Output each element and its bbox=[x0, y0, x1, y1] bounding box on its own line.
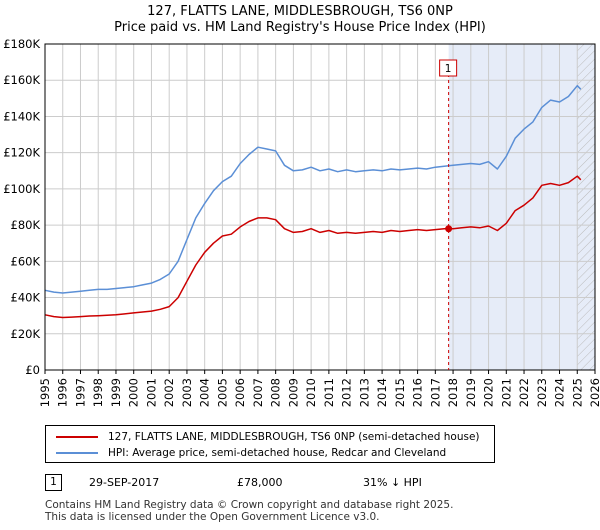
x-tick-label: 2017 bbox=[428, 378, 442, 407]
sale-hpi-diff: 31% ↓ HPI bbox=[363, 476, 422, 489]
series-line-property bbox=[44, 175, 582, 319]
sale-annotation-label: 1 bbox=[445, 63, 452, 75]
y-tick-label: £120K bbox=[3, 146, 40, 160]
x-tick-label: 2012 bbox=[340, 378, 354, 407]
x-tick-label: 2019 bbox=[464, 378, 478, 407]
x-tick-label: 2011 bbox=[322, 378, 336, 407]
legend-item-hpi: HPI: Average price, semi-detached house,… bbox=[56, 445, 446, 461]
x-tick-label: 2016 bbox=[411, 378, 425, 407]
plot-frame bbox=[44, 43, 596, 371]
y-tick-label: £160K bbox=[3, 73, 40, 87]
x-tick-label: 2004 bbox=[198, 378, 212, 407]
x-tick-label: 2025 bbox=[570, 378, 584, 407]
footer: Contains HM Land Registry data © Crown c… bbox=[45, 499, 453, 523]
y-tick-label: £0 bbox=[25, 363, 40, 377]
y-tick-label: £20K bbox=[11, 327, 41, 341]
y-tick-label: £60K bbox=[11, 254, 41, 268]
x-tick-label: 2002 bbox=[162, 378, 176, 407]
x-tick-label: 1997 bbox=[73, 378, 87, 407]
sale-annotation-box bbox=[439, 59, 458, 77]
footer-line-1: Contains HM Land Registry data © Crown c… bbox=[45, 499, 454, 511]
x-tick-label: 1995 bbox=[38, 378, 52, 407]
legend-swatch-property bbox=[56, 436, 98, 438]
y-tick-label: £140K bbox=[3, 109, 40, 123]
x-tick-label: 1998 bbox=[91, 378, 105, 407]
y-tick-label: £180K bbox=[3, 37, 40, 51]
x-tick-label: 2014 bbox=[375, 378, 389, 407]
x-tick-label: 2001 bbox=[144, 378, 158, 407]
chart-svg: £0 £20K £40K £60K £80K £100K £120K £140K £160K £1… bbox=[3, 37, 600, 407]
legend-item-property: 127, FLATTS LANE, MIDDLESBROUGH, TS6 0NP… bbox=[56, 429, 480, 445]
sale-date: 29-SEP-2017 bbox=[89, 476, 160, 489]
x-tick-label: 2008 bbox=[269, 378, 283, 407]
sale-price: £78,000 bbox=[237, 476, 283, 489]
y-tick-label: £100K bbox=[3, 182, 40, 196]
legend-label-hpi: HPI: Average price, semi-detached house,… bbox=[108, 447, 447, 459]
legend-swatch-hpi bbox=[56, 452, 98, 454]
x-tick-label: 2026 bbox=[588, 378, 600, 407]
sale-point bbox=[445, 225, 453, 233]
x-tick-label: 2024 bbox=[553, 378, 567, 407]
series-line-hpi bbox=[44, 84, 582, 294]
sale-marker: 1 bbox=[45, 474, 62, 491]
x-tick-label: 2018 bbox=[446, 378, 460, 407]
x-tick-label: 2009 bbox=[286, 378, 300, 407]
x-tick-label: 2023 bbox=[535, 378, 549, 407]
forecast-hatch bbox=[577, 44, 595, 370]
chart-subtitle: Price paid vs. HM Land Registry's House … bbox=[114, 20, 486, 35]
x-tick-label: 2015 bbox=[393, 378, 407, 407]
x-tick-label: 2010 bbox=[304, 378, 318, 407]
x-tick-label: 2022 bbox=[517, 378, 531, 407]
footer-line-2: This data is licensed under the Open Gov… bbox=[45, 511, 380, 523]
legend-label-property: 127, FLATTS LANE, MIDDLESBROUGH, TS6 0NP… bbox=[108, 431, 480, 443]
chart-title: 127, FLATTS LANE, MIDDLESBROUGH, TS6 0NP bbox=[147, 4, 453, 19]
x-tick-label: 2013 bbox=[357, 378, 371, 407]
x-tick-label: 2020 bbox=[482, 378, 496, 407]
x-tick-label: 2003 bbox=[180, 378, 194, 407]
x-tick-label: 2006 bbox=[233, 378, 247, 407]
x-tick-label: 2005 bbox=[215, 378, 229, 407]
x-tick-label: 1999 bbox=[109, 378, 123, 407]
x-tick-label: 2007 bbox=[251, 378, 265, 407]
x-tick-label: 2021 bbox=[499, 378, 513, 407]
y-tick-label: £80K bbox=[11, 218, 41, 232]
legend: 127, FLATTS LANE, MIDDLESBROUGH, TS6 0NP… bbox=[45, 425, 495, 463]
y-tick-label: £40K bbox=[11, 291, 41, 305]
x-tick-label: 1996 bbox=[56, 378, 70, 407]
x-tick-label: 2000 bbox=[127, 378, 141, 407]
